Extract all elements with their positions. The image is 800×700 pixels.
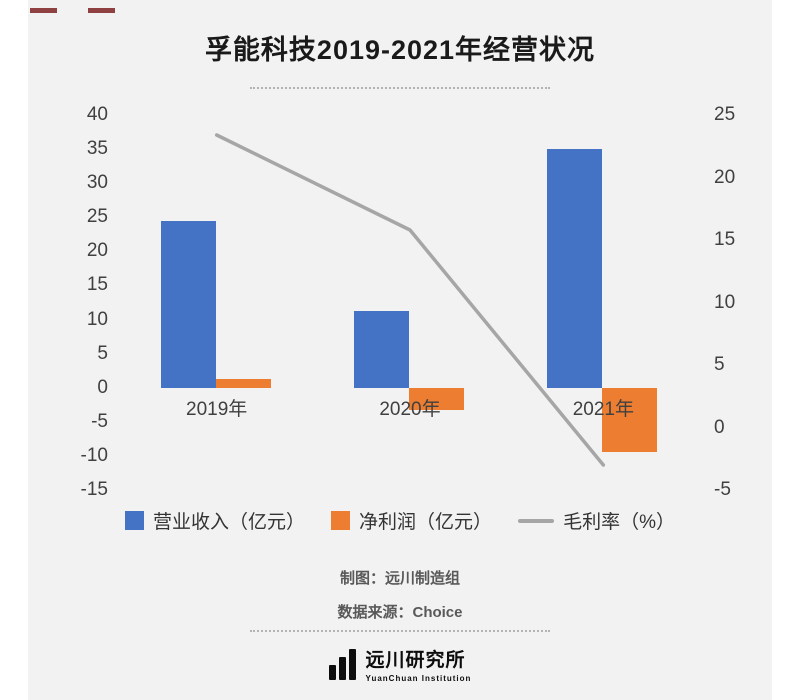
right-axis-tick: -5 (714, 479, 731, 500)
left-axis-tick: -10 (80, 444, 108, 466)
credits: 制图：远川制造组 数据来源：Choice (0, 567, 800, 635)
legend-label-gross-margin: 毛利率（%） (563, 512, 675, 533)
left-axis-tick: 30 (86, 172, 108, 194)
bottom-separator (250, 630, 550, 632)
logo-text: 远川研究所 YuanChuan Institution (366, 645, 472, 683)
left-axis-tick: 0 (97, 376, 108, 398)
legend-item-net-profit: 净利润（亿元） (331, 507, 492, 534)
left-axis-tick: 25 (86, 206, 108, 228)
chart-title: 孚能科技2019-2021年经营状况 (204, 35, 596, 65)
right-axis-tick: 5 (714, 354, 725, 375)
gross-margin-line-swatch (518, 518, 555, 523)
right-axis-tick: 10 (714, 291, 736, 313)
right-axis-tick: 25 (714, 104, 736, 125)
x-axis-label: 2021年 (572, 398, 634, 420)
left-axis-tick: 10 (86, 308, 108, 330)
x-axis-label: 2020年 (379, 398, 441, 420)
decor-dash (88, 8, 115, 13)
credit-source: 数据来源：Choice (337, 604, 463, 621)
credit-author: 制图：远川制造组 (339, 570, 460, 587)
logo-subtitle: YuanChuan Institution (365, 674, 472, 683)
right-axis-tick: 15 (714, 229, 736, 250)
logo-bars-icon (328, 648, 356, 680)
bar-revenue (547, 149, 603, 388)
revenue-swatch (125, 511, 145, 530)
right-axis-tick: 0 (714, 416, 725, 438)
left-axis-tick: 5 (97, 342, 108, 364)
bar-revenue (160, 220, 216, 388)
left-axis-tick: 15 (86, 274, 108, 296)
legend-item-gross-margin: 毛利率（%） (518, 507, 675, 534)
top-separator (250, 87, 550, 89)
bar-revenue (354, 311, 409, 388)
legend-label-revenue: 营业收入（亿元） (153, 512, 306, 533)
right-axis-tick: 20 (714, 166, 736, 188)
left-axis-tick: 40 (86, 104, 108, 125)
left-axis-tick: 20 (86, 240, 108, 262)
decor-dash (30, 8, 57, 13)
left-axis-tick: -5 (91, 410, 108, 432)
logo: 远川研究所 YuanChuan Institution (0, 645, 800, 683)
bar-net-profit (215, 378, 271, 388)
logo-name: 远川研究所 (365, 650, 466, 671)
x-axis-label: 2019年 (186, 398, 248, 420)
left-axis-tick: 35 (86, 138, 108, 160)
net-profit-swatch (331, 511, 351, 530)
left-axis-tick: -15 (80, 479, 108, 500)
legend-label-net-profit: 净利润（亿元） (359, 512, 493, 533)
bar-net-profit (602, 387, 658, 453)
legend: 营业收入（亿元） 净利润（亿元） 毛利率（%） (0, 507, 800, 534)
legend-item-revenue: 营业收入（亿元） (125, 507, 305, 534)
